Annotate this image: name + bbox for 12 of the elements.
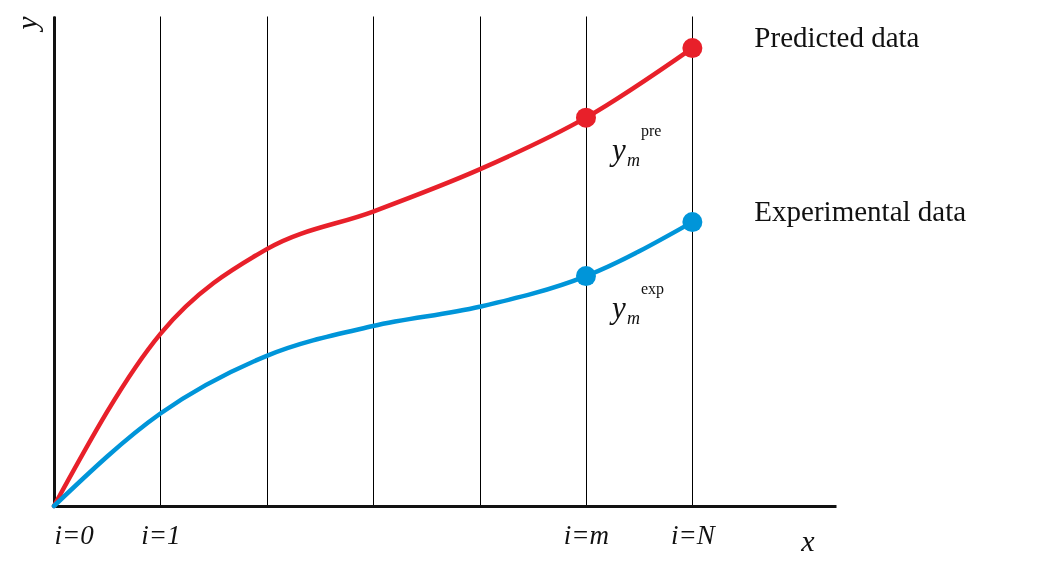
x-axis-title: x bbox=[800, 523, 816, 557]
point bbox=[575, 107, 596, 128]
point bbox=[682, 212, 703, 233]
y-axis-title: y bbox=[9, 15, 43, 33]
x-tick-label: i=0 bbox=[54, 519, 95, 550]
point bbox=[682, 38, 703, 59]
text: Predicted data bbox=[754, 21, 920, 54]
x-tick-label: i=m bbox=[563, 519, 610, 550]
text: Experimental data bbox=[754, 195, 967, 228]
point bbox=[575, 266, 596, 287]
x-tick-label: i=1 bbox=[141, 519, 181, 550]
x-tick-label: i=N bbox=[671, 519, 717, 550]
